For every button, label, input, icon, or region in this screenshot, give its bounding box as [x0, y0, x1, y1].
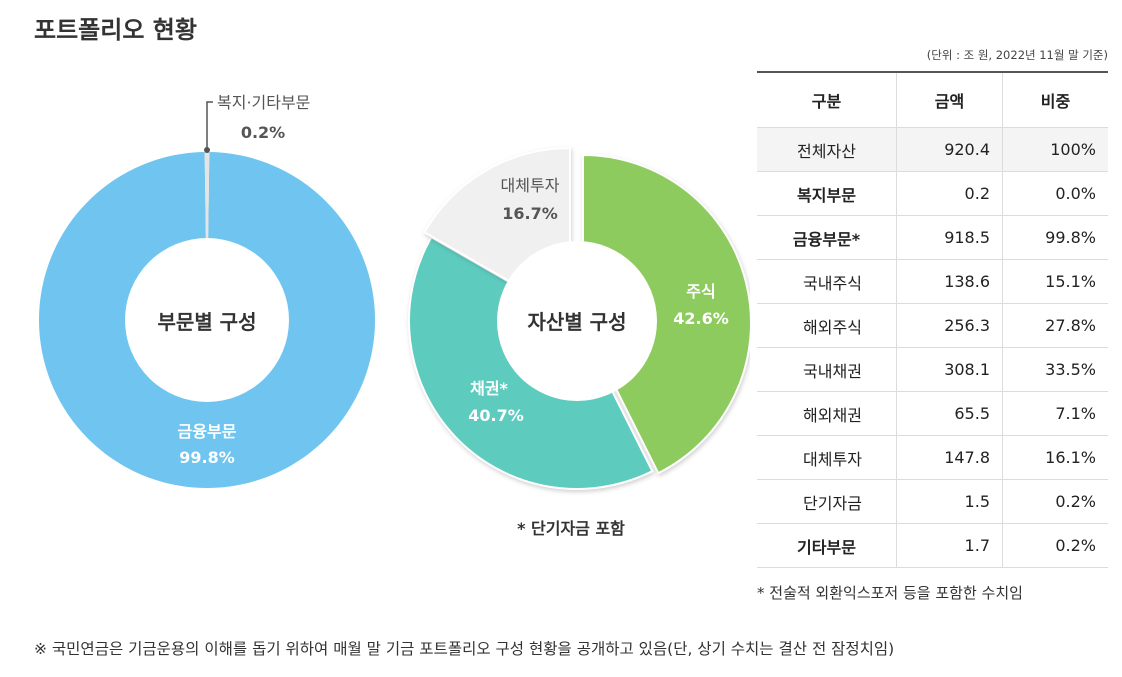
row-label: 해외주식 [757, 303, 897, 348]
row-label: 단기자금 [757, 479, 897, 524]
row-ratio: 99.8% [1002, 215, 1108, 260]
table-row: 복지부문 0.2 0.0% [757, 171, 1108, 216]
row-label: 국내주식 [757, 259, 897, 304]
chart-title: 자산별 구성 [528, 310, 627, 334]
row-amount: 918.5 [896, 215, 1003, 260]
row-ratio: 7.1% [1002, 391, 1108, 436]
slice-label: 복지·기타부문 [217, 93, 310, 112]
data-label: 99.8% [179, 448, 235, 467]
row-ratio: 33.5% [1002, 347, 1108, 392]
slice-label: 채권* [470, 379, 508, 398]
row-amount: 256.3 [896, 303, 1003, 348]
donut-hole [125, 238, 289, 402]
unit-note: (단위 : 조 원, 2022년 11월 말 기준) [926, 48, 1108, 62]
slice-stocks [582, 153, 750, 475]
row-label: 복지부문 [757, 171, 897, 216]
row-label: 대체투자 [757, 435, 897, 480]
slice-label: 주식 [686, 282, 715, 301]
column-header: 금액 [896, 71, 1003, 128]
portfolio-table: 구분 금액 비중 전체자산 920.4 100% 복지부문 0.2 0.0% 금융부문* 91… [757, 71, 1108, 568]
table-row: 대체투자 147.8 16.1% [757, 435, 1108, 480]
table-row: 금융부문* 918.5 99.8% [757, 215, 1108, 260]
row-label: 국내채권 [757, 347, 897, 392]
chart-footnote: * 단기자금 포함 [517, 519, 625, 538]
row-ratio: 15.1% [1002, 259, 1108, 304]
donut-hole [497, 241, 657, 401]
row-amount: 147.8 [896, 435, 1003, 480]
row-amount: 920.4 [896, 127, 1003, 172]
row-amount: 308.1 [896, 347, 1003, 392]
row-amount: 0.2 [896, 171, 1003, 216]
slice-label: 금융부문 [178, 422, 237, 441]
leader-dot [204, 147, 210, 153]
row-label: 금융부문* [757, 215, 897, 260]
data-label: 0.2% [241, 123, 285, 142]
row-label: 해외채권 [757, 391, 897, 436]
row-ratio: 100% [1002, 127, 1108, 172]
row-ratio: 0.2% [1002, 523, 1108, 568]
column-header: 비중 [1002, 71, 1108, 128]
row-amount: 138.6 [896, 259, 1003, 304]
column-header: 구분 [757, 71, 897, 128]
table-row: 국내주식 138.6 15.1% [757, 259, 1108, 304]
row-amount: 1.7 [896, 523, 1003, 568]
row-label: 전체자산 [757, 127, 897, 172]
slice-welfare [204, 152, 210, 320]
table-row: 기타부문 1.7 0.2% [757, 523, 1108, 568]
data-label: 16.7% [502, 204, 558, 223]
row-amount: 65.5 [896, 391, 1003, 436]
table-row: 전체자산 920.4 100% [757, 127, 1108, 172]
page-title: 포트폴리오 현황 [34, 16, 197, 44]
data-label: 42.6% [673, 309, 729, 328]
row-amount: 1.5 [896, 479, 1003, 524]
table-row: 단기자금 1.5 0.2% [757, 479, 1108, 524]
row-label: 기타부문 [757, 523, 897, 568]
row-ratio: 0.0% [1002, 171, 1108, 216]
chart-title: 부문별 구성 [158, 310, 257, 334]
row-ratio: 27.8% [1002, 303, 1108, 348]
table-footnote: * 전술적 외환익스포저 등을 포함한 수치임 [757, 584, 1023, 602]
table-header-row: 구분 금액 비중 [757, 71, 1108, 128]
disclosure-note: ※ 국민연금은 기금운용의 이해를 돕기 위하여 매월 말 기금 포트폴리오 구… [34, 640, 895, 658]
slice-label: 대체투자 [501, 176, 560, 195]
row-ratio: 0.2% [1002, 479, 1108, 524]
table-row: 해외주식 256.3 27.8% [757, 303, 1108, 348]
leader-line [206, 101, 213, 150]
row-ratio: 16.1% [1002, 435, 1108, 480]
table-row: 해외채권 65.5 7.1% [757, 391, 1108, 436]
table-row: 국내채권 308.1 33.5% [757, 347, 1108, 392]
data-label: 40.7% [468, 406, 524, 425]
